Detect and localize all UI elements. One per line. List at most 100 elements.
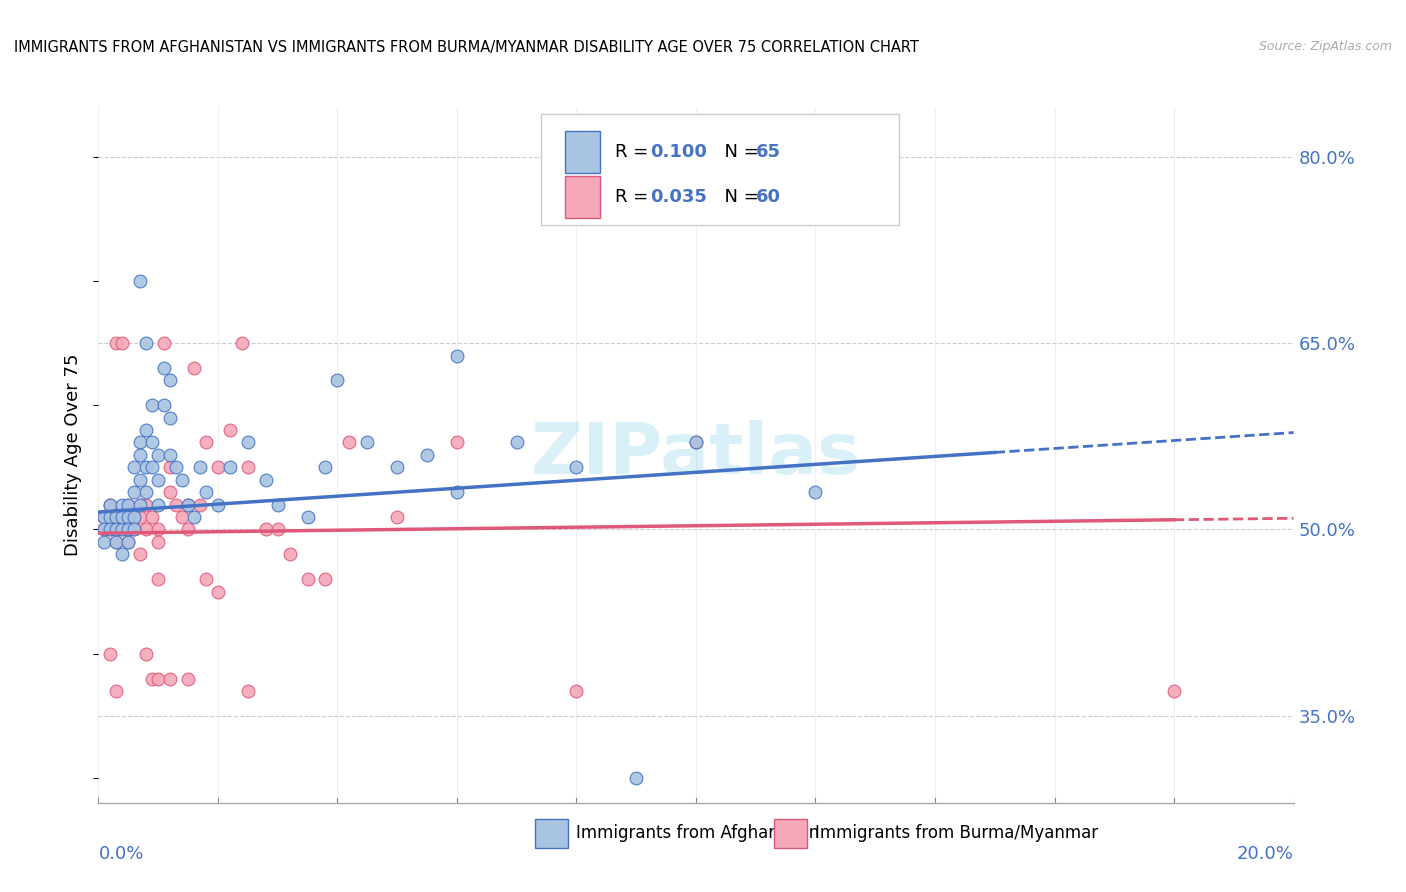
Point	[626, 771, 648, 785]
Point	[105, 684, 128, 698]
Text: 60: 60	[756, 188, 780, 206]
Point	[165, 460, 187, 475]
Point	[207, 460, 229, 475]
Point	[159, 485, 181, 500]
Point	[685, 435, 707, 450]
Point	[111, 336, 134, 351]
Point	[129, 498, 152, 512]
Text: R =: R =	[614, 143, 654, 161]
Point	[105, 523, 128, 537]
Point	[177, 672, 200, 686]
Point	[135, 423, 157, 437]
Point	[267, 498, 290, 512]
Point	[141, 398, 163, 412]
Point	[129, 498, 152, 512]
Point	[98, 498, 122, 512]
Point	[278, 547, 301, 561]
Point	[135, 523, 157, 537]
Point	[98, 510, 122, 524]
Point	[153, 336, 176, 351]
Point	[153, 360, 176, 375]
Point	[297, 572, 319, 586]
Point	[98, 523, 122, 537]
Point	[219, 460, 242, 475]
FancyBboxPatch shape	[541, 114, 900, 226]
Point	[804, 485, 827, 500]
Point	[129, 274, 152, 288]
Text: ZIPatlas: ZIPatlas	[531, 420, 860, 490]
Point	[124, 510, 146, 524]
Point	[124, 460, 146, 475]
Point	[124, 523, 146, 537]
Point	[685, 435, 707, 450]
Point	[105, 523, 128, 537]
Point	[188, 498, 211, 512]
Text: Immigrants from Burma/Myanmar: Immigrants from Burma/Myanmar	[815, 824, 1098, 842]
Point	[188, 460, 211, 475]
Point	[207, 584, 229, 599]
Point	[207, 498, 229, 512]
Point	[446, 435, 468, 450]
Point	[148, 534, 170, 549]
Point	[297, 510, 319, 524]
Point	[385, 510, 409, 524]
Point	[98, 498, 122, 512]
Point	[385, 460, 409, 475]
Point	[135, 485, 157, 500]
Point	[172, 473, 194, 487]
Point	[105, 534, 128, 549]
Point	[111, 523, 134, 537]
Point	[141, 510, 163, 524]
Point	[93, 510, 115, 524]
Text: Source: ZipAtlas.com: Source: ZipAtlas.com	[1258, 40, 1392, 54]
Point	[506, 435, 529, 450]
Point	[111, 498, 134, 512]
Point	[177, 523, 200, 537]
Point	[195, 485, 218, 500]
Point	[148, 498, 170, 512]
Point	[93, 534, 115, 549]
Point	[326, 373, 349, 387]
Point	[172, 510, 194, 524]
Point	[117, 510, 139, 524]
Point	[315, 460, 337, 475]
Text: N =: N =	[713, 143, 765, 161]
Point	[124, 523, 146, 537]
Point	[148, 473, 170, 487]
Point	[117, 523, 139, 537]
Point	[129, 547, 152, 561]
Point	[105, 336, 128, 351]
Point	[111, 510, 134, 524]
Text: R =: R =	[614, 188, 654, 206]
Point	[446, 485, 468, 500]
Point	[183, 360, 205, 375]
Point	[124, 485, 146, 500]
Point	[183, 510, 205, 524]
Point	[129, 510, 152, 524]
Point	[111, 510, 134, 524]
Point	[565, 460, 588, 475]
Point	[195, 435, 218, 450]
Point	[254, 473, 277, 487]
Point	[1163, 684, 1185, 698]
Point	[416, 448, 439, 462]
Point	[117, 523, 139, 537]
Point	[135, 647, 157, 661]
Point	[141, 460, 163, 475]
Point	[105, 510, 128, 524]
Point	[135, 498, 157, 512]
Point	[117, 498, 139, 512]
Point	[159, 448, 181, 462]
Point	[254, 523, 277, 537]
Point	[236, 460, 259, 475]
Point	[93, 523, 115, 537]
Point	[177, 498, 200, 512]
Point	[148, 572, 170, 586]
Point	[267, 523, 290, 537]
Text: 0.035: 0.035	[651, 188, 707, 206]
FancyBboxPatch shape	[565, 176, 600, 218]
Point	[446, 349, 468, 363]
Point	[165, 498, 187, 512]
Point	[356, 435, 378, 450]
Point	[231, 336, 253, 351]
